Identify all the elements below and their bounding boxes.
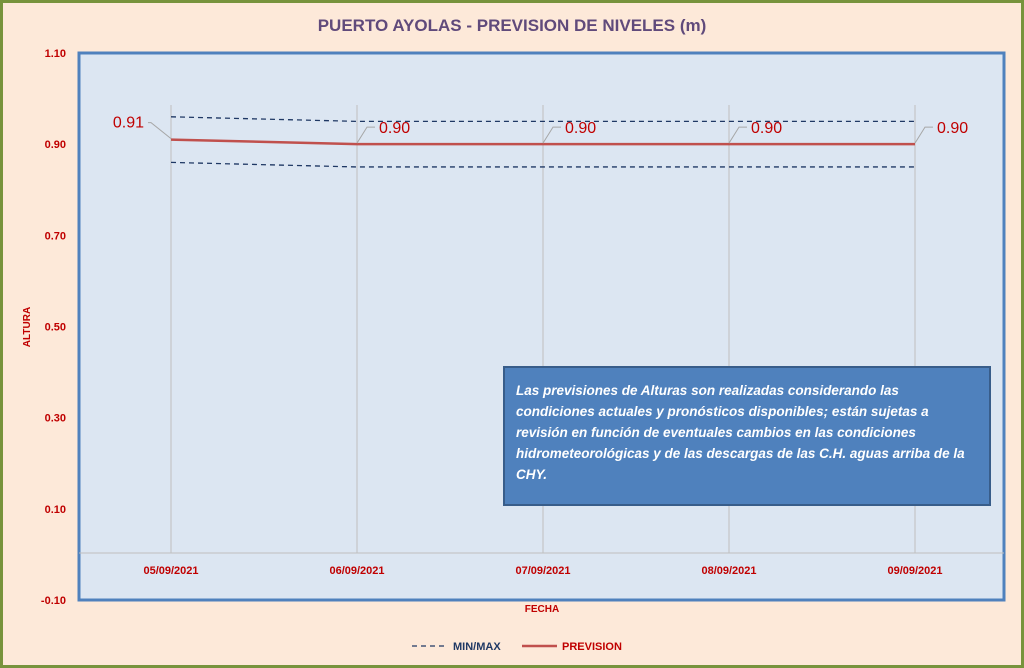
series-layer xyxy=(170,116,915,168)
plot-area xyxy=(77,51,1006,602)
data-label-leader xyxy=(148,122,172,139)
chart-title: PUERTO AYOLAS - PREVISION DE NIVELES (m) xyxy=(318,16,707,35)
x-tick-label: 06/09/2021 xyxy=(329,565,384,577)
legend-prevision-label: PREVISION xyxy=(562,641,622,653)
y-tick-label: 0.70 xyxy=(45,230,66,242)
data-label-leader xyxy=(728,126,747,144)
series-minmax-line xyxy=(170,161,915,168)
series-prevision-line xyxy=(170,138,915,146)
y-tick-label: 1.10 xyxy=(45,48,66,60)
data-label-leader xyxy=(914,126,933,144)
legend-minmax-label: MIN/MAX xyxy=(453,641,501,653)
series-minmax-line xyxy=(170,116,915,123)
y-tick-label: 0.10 xyxy=(45,504,66,516)
data-label: 0.90 xyxy=(937,120,968,137)
x-tick-label: 07/09/2021 xyxy=(515,565,570,577)
data-label: 0.90 xyxy=(751,120,782,137)
y-tick-label: 0.30 xyxy=(45,413,66,425)
data-labels: 0.91 0.90 0.90 0.90 0.90 xyxy=(113,115,968,144)
y-tick-label: 0.90 xyxy=(45,139,66,151)
data-label-leader xyxy=(356,126,375,144)
legend: MIN/MAX PREVISION xyxy=(412,641,622,653)
data-label: 0.91 xyxy=(113,115,144,132)
y-tick-label: 0.50 xyxy=(45,322,66,334)
data-label: 0.90 xyxy=(379,120,410,137)
y-axis-title: ALTURA xyxy=(22,307,33,347)
x-axis-title: FECHA xyxy=(525,604,559,615)
x-tick-label: 09/09/2021 xyxy=(887,565,942,577)
x-tick-label: 05/09/2021 xyxy=(143,565,198,577)
data-label-leader xyxy=(542,126,561,144)
x-tick-label: 08/09/2021 xyxy=(701,565,756,577)
disclaimer-note: Las previsiones de Alturas son realizada… xyxy=(503,366,991,506)
y-tick-label: -0.10 xyxy=(41,595,66,607)
x-axis-ticks: 05/09/2021 06/09/2021 07/09/2021 08/09/2021… xyxy=(143,565,942,577)
y-axis-ticks: 1.10 0.90 0.70 0.50 0.30 0.10 -0.10 xyxy=(41,48,66,607)
data-label: 0.90 xyxy=(565,120,596,137)
